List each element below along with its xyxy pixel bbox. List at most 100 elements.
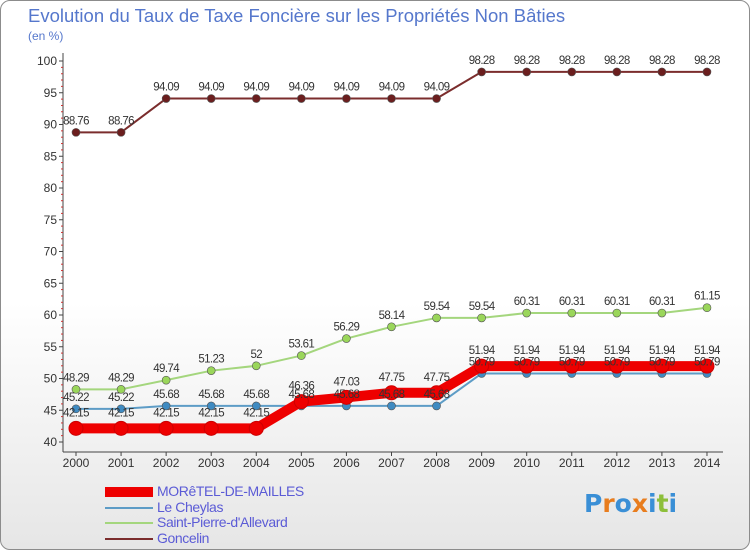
data-label: 45.68 bbox=[424, 389, 450, 401]
data-label: 50.79 bbox=[514, 356, 540, 368]
x-tick-label: 2004 bbox=[243, 456, 270, 470]
data-point bbox=[609, 358, 625, 374]
data-label: 94.09 bbox=[153, 82, 179, 94]
data-point bbox=[342, 334, 351, 343]
proxiti-logo: Proxiti bbox=[584, 489, 694, 525]
data-label: 42.15 bbox=[198, 407, 224, 419]
legend-swatch-goncelin bbox=[105, 537, 153, 540]
data-point bbox=[203, 420, 219, 436]
data-label: 50.79 bbox=[559, 356, 585, 368]
legend-swatch-saint-pierre bbox=[105, 522, 153, 524]
data-label: 53.61 bbox=[288, 339, 314, 351]
data-point bbox=[297, 351, 306, 360]
data-label: 50.79 bbox=[469, 356, 495, 368]
data-point bbox=[116, 385, 126, 394]
data-point bbox=[297, 94, 306, 103]
data-label: 45.68 bbox=[153, 389, 179, 401]
data-point bbox=[432, 94, 441, 103]
data-point bbox=[612, 308, 622, 318]
data-label: 45.68 bbox=[379, 389, 405, 401]
data-label: 94.09 bbox=[243, 82, 269, 94]
x-tick-label: 2002 bbox=[153, 456, 180, 470]
data-point bbox=[251, 94, 261, 103]
data-label: 51.23 bbox=[198, 354, 224, 366]
data-label: 94.09 bbox=[334, 82, 360, 94]
x-tick-label: 2005 bbox=[288, 456, 315, 470]
x-tick-label: 2006 bbox=[333, 456, 360, 470]
data-point bbox=[519, 358, 535, 374]
x-tick-label: 2009 bbox=[468, 456, 495, 470]
data-label: 51.94 bbox=[514, 345, 541, 357]
data-label: 47.75 bbox=[424, 372, 450, 384]
data-point bbox=[564, 358, 580, 374]
y-unit-label: (en %) bbox=[28, 29, 64, 43]
data-label: 98.28 bbox=[469, 55, 495, 67]
data-point bbox=[387, 322, 396, 332]
data-label: 51.94 bbox=[469, 345, 496, 357]
data-label: 60.31 bbox=[559, 296, 585, 308]
data-label: 58.14 bbox=[379, 310, 406, 322]
data-point bbox=[477, 67, 486, 77]
data-point bbox=[113, 420, 129, 436]
data-label: 47.03 bbox=[334, 376, 360, 388]
data-label: 59.54 bbox=[424, 301, 451, 313]
data-label: 59.54 bbox=[469, 301, 496, 313]
data-label: 50.79 bbox=[649, 356, 675, 368]
data-label: 42.15 bbox=[153, 407, 179, 419]
y-tick-label: 70 bbox=[44, 245, 58, 259]
chart-title: Evolution du Taux de Taxe Foncière sur l… bbox=[28, 5, 566, 26]
data-point bbox=[116, 404, 126, 414]
data-label: 88.76 bbox=[108, 115, 134, 127]
data-point bbox=[342, 94, 351, 103]
data-point bbox=[161, 401, 171, 411]
y-tick-label: 95 bbox=[44, 86, 58, 100]
data-label: 48.29 bbox=[63, 372, 89, 384]
data-label: 46.36 bbox=[288, 381, 314, 393]
data-point bbox=[251, 401, 261, 411]
data-label: 94.09 bbox=[379, 82, 405, 94]
y-tick-label: 55 bbox=[44, 340, 58, 354]
data-point bbox=[432, 401, 441, 411]
data-label: 45.68 bbox=[198, 389, 224, 401]
data-point bbox=[702, 67, 712, 77]
data-point bbox=[71, 385, 81, 394]
data-label: 45.68 bbox=[288, 389, 314, 401]
x-tick-label: 2011 bbox=[559, 456, 585, 470]
data-point bbox=[387, 94, 396, 103]
logo-letter: o bbox=[614, 489, 632, 518]
x-tick-label: 2008 bbox=[423, 456, 450, 470]
data-label: 88.76 bbox=[63, 115, 89, 127]
x-tick-label: 2003 bbox=[198, 456, 225, 470]
logo-letter: P bbox=[584, 489, 603, 518]
data-point bbox=[654, 358, 670, 374]
y-tick-label: 80 bbox=[44, 181, 58, 195]
data-label: 60.31 bbox=[649, 296, 675, 308]
data-label: 51.94 bbox=[649, 345, 676, 357]
legend-label-le-cheylas: Le Cheylas bbox=[157, 498, 224, 515]
y-tick-label: 50 bbox=[44, 372, 58, 386]
data-point bbox=[68, 420, 84, 436]
logo-letter: t bbox=[656, 489, 669, 518]
data-point bbox=[477, 313, 486, 323]
data-point bbox=[383, 385, 399, 401]
y-tick-label: 85 bbox=[44, 149, 58, 163]
y-tick-label: 40 bbox=[44, 435, 58, 449]
data-point bbox=[612, 67, 622, 77]
data-point bbox=[432, 313, 441, 323]
data-label: 47.75 bbox=[379, 372, 405, 384]
legend-label-saint-pierre: Saint-Pierre-d'Allevard bbox=[157, 514, 288, 530]
data-label: 45.22 bbox=[63, 392, 89, 404]
y-tick-label: 45 bbox=[44, 403, 58, 417]
data-point bbox=[702, 303, 712, 312]
y-tick-label: 65 bbox=[44, 276, 58, 290]
legend-label-moretel: MORêTEL-DE-MAILLES bbox=[157, 483, 304, 499]
x-tick-label: 2014 bbox=[694, 456, 721, 470]
logo-letter: r bbox=[602, 489, 615, 518]
x-tick-label: 2013 bbox=[649, 456, 676, 470]
data-point bbox=[116, 128, 126, 137]
data-label: 60.31 bbox=[514, 296, 540, 308]
logo-letter: i bbox=[648, 489, 657, 518]
data-point bbox=[387, 401, 396, 411]
data-label: 49.74 bbox=[153, 363, 180, 375]
